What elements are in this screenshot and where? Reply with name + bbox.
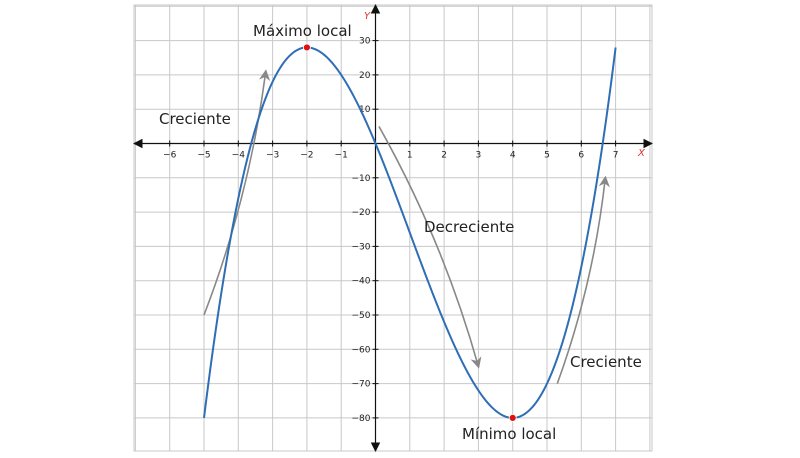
extremum-point: [302, 43, 311, 52]
y-tick-label: −80: [352, 414, 371, 424]
annotation-arrow: [203, 69, 271, 316]
x-tick-label: −6: [163, 151, 177, 161]
annotation-label: Creciente: [159, 110, 231, 128]
extrema-points: [302, 43, 517, 422]
extremum-label: Mínimo local: [462, 425, 556, 443]
x-axis-label: X: [637, 148, 646, 159]
axes: [133, 4, 653, 452]
annotation-label: Decreciente: [424, 218, 514, 236]
annotation-labels: Máximo local Mínimo local Creciente Decreci…: [159, 22, 642, 443]
tick-labels: −6 −5 −4 −3 −2 −1 1 2 3 4 5 6 7 30 20 10 −10 −20 −30 −40 −50…: [163, 37, 618, 424]
y-axis-label: Y: [364, 11, 371, 22]
x-tick-label: 6: [578, 151, 584, 161]
x-tick-label: 1: [407, 151, 413, 161]
x-tick-label: −1: [335, 151, 348, 161]
y-tick-label: −60: [352, 345, 371, 355]
y-tick-label: 20: [359, 71, 371, 81]
y-tick-label: −50: [352, 311, 371, 321]
y-tick-label: −40: [352, 277, 371, 287]
x-tick-label: −5: [197, 151, 210, 161]
x-tick-label: 7: [613, 151, 619, 161]
y-tick-label: 10: [359, 105, 371, 115]
y-tick-label: −10: [352, 174, 371, 184]
series-line: [203, 46, 617, 419]
x-tick-label: 2: [441, 151, 447, 161]
plot-background: [133, 4, 653, 452]
annotation-label: Creciente: [570, 353, 642, 371]
extremum-label: Máximo local: [253, 22, 352, 40]
annotation-arrow: [556, 175, 610, 384]
y-tick-label: −30: [352, 242, 371, 252]
annotation-arrow: [378, 125, 482, 369]
x-tick-label: −2: [300, 151, 313, 161]
annotation-arrows: [203, 69, 610, 384]
x-tick-label: 4: [510, 151, 516, 161]
y-tick-label: 30: [359, 37, 371, 47]
x-tick-label: 3: [476, 151, 482, 161]
y-tick-label: −70: [352, 380, 371, 390]
x-tick-label: −4: [232, 151, 246, 161]
y-tick-label: −20: [352, 208, 371, 218]
x-tick-label: −3: [266, 151, 279, 161]
x-tick-label: 5: [544, 151, 550, 161]
extremum-point: [508, 413, 517, 422]
